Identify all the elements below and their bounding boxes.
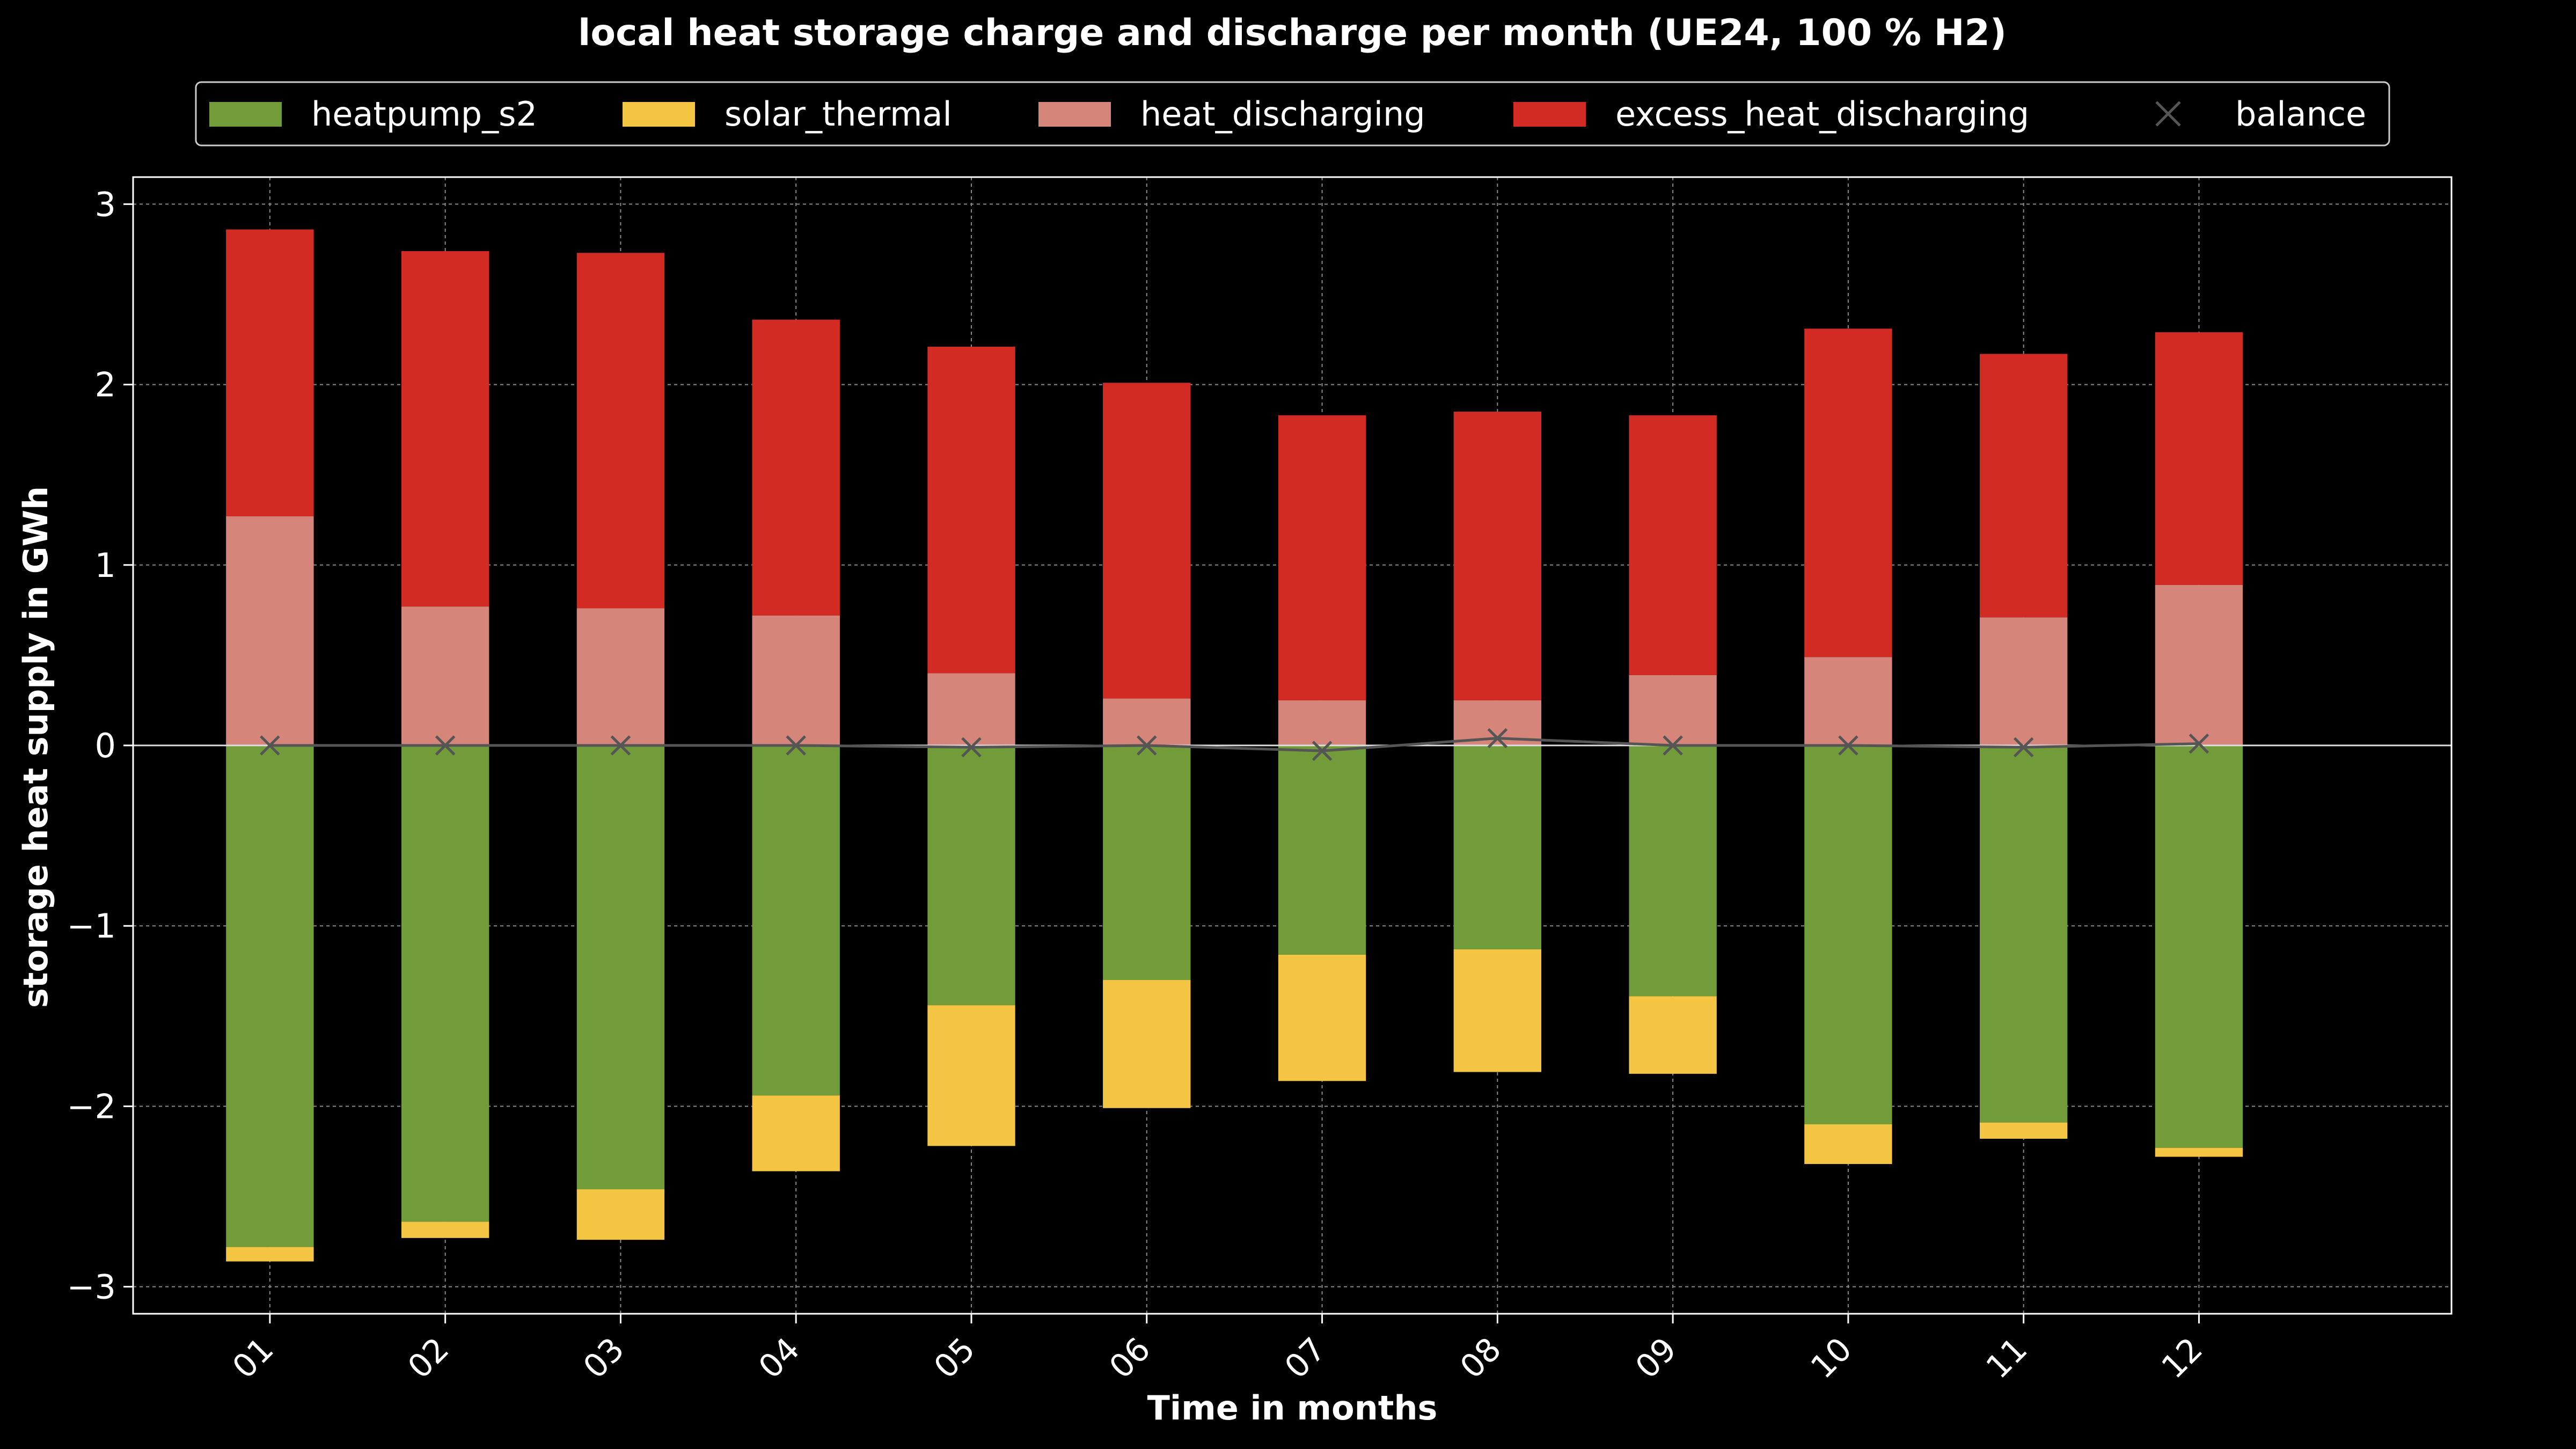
bar-excess-heat-discharging (2155, 332, 2243, 585)
legend-label: balance (2235, 94, 2366, 134)
y-tick-label: 3 (95, 185, 116, 224)
bar-heatpump-s2 (1103, 745, 1191, 980)
balance-marker (2189, 733, 2209, 754)
bar-heat-discharging (1979, 617, 2068, 745)
bar-heatpump-s2 (576, 745, 665, 1190)
bar-heat-discharging (576, 608, 665, 745)
balance-marker (1838, 735, 1858, 756)
bar-excess-heat-discharging (752, 319, 840, 616)
bar-heatpump-s2 (1979, 745, 2068, 1123)
bar-solar-thermal (226, 1247, 314, 1262)
bar-excess-heat-discharging (576, 253, 665, 609)
legend-swatch (1038, 102, 1111, 127)
bar-heatpump-s2 (226, 745, 314, 1247)
bar-heat-discharging (2155, 584, 2243, 745)
legend-swatch (2155, 101, 2181, 127)
bar-excess-heat-discharging (1278, 415, 1366, 700)
balance-marker (961, 737, 982, 758)
balance-marker (1312, 741, 1333, 761)
y-axis-label: storage heat supply in GWh (16, 486, 55, 1008)
balance-marker (1487, 728, 1508, 749)
bar-heat-discharging (1103, 698, 1191, 745)
legend-label: solar_thermal (724, 94, 952, 134)
bar-solar-thermal (1103, 980, 1191, 1108)
bar-heat-discharging (927, 673, 1015, 745)
y-tick-label: 0 (95, 726, 116, 765)
legend-swatch (1513, 102, 1586, 127)
bar-excess-heat-discharging (401, 251, 489, 607)
bar-excess-heat-discharging (927, 347, 1015, 674)
bar-heat-discharging (401, 606, 489, 745)
balance-marker (786, 735, 806, 756)
legend-swatch (623, 102, 695, 127)
legend-item-heat-discharging: heat_discharging (1038, 94, 1425, 134)
bar-excess-heat-discharging (1804, 328, 1892, 657)
y-axis: 3 2 1 0 −1 −2 −3 (67, 185, 133, 1307)
balance-marker (2013, 737, 2034, 758)
bar-excess-heat-discharging (1629, 415, 1717, 675)
legend-swatch (209, 102, 282, 127)
bar-excess-heat-discharging (1453, 412, 1542, 700)
legend-label: heat_discharging (1140, 94, 1425, 134)
bar-excess-heat-discharging (1979, 354, 2068, 618)
bar-heatpump-s2 (927, 745, 1015, 1006)
bar-heatpump-s2 (1804, 745, 1892, 1124)
y-tick-label: −3 (67, 1268, 116, 1307)
bar-heatpump-s2 (1453, 745, 1542, 949)
bar-solar-thermal (1629, 996, 1717, 1074)
y-tick-label: 2 (95, 365, 116, 405)
legend-item-balance: balance (2155, 94, 2366, 134)
bars (226, 229, 2243, 1262)
bar-excess-heat-discharging (1103, 383, 1191, 699)
bar-solar-thermal (1804, 1124, 1892, 1164)
legend-item-solar-thermal: solar_thermal (623, 94, 952, 134)
legend: heatpump_s2 solar_thermal heat_discharging… (195, 81, 2390, 147)
legend-frame (195, 81, 2390, 147)
balance-marker (1137, 735, 1157, 756)
bar-solar-thermal (1278, 954, 1366, 1081)
y-tick-label: −2 (67, 1087, 116, 1126)
legend-label: heatpump_s2 (311, 94, 537, 134)
bar-heat-discharging (1629, 675, 1717, 745)
bar-solar-thermal (401, 1221, 489, 1238)
bar-heat-discharging (226, 516, 314, 745)
bar-heat-discharging (1278, 700, 1366, 745)
bar-solar-thermal (576, 1189, 665, 1240)
y-tick-label: −1 (67, 906, 116, 946)
chart-title: local heat storage charge and discharge … (578, 12, 2007, 54)
bar-excess-heat-discharging (226, 229, 314, 517)
bar-solar-thermal (1453, 949, 1542, 1072)
legend-label: excess_heat_discharging (1615, 94, 2029, 134)
bar-heat-discharging (1804, 657, 1892, 745)
bar-heatpump-s2 (1278, 745, 1366, 955)
bar-heatpump-s2 (401, 745, 489, 1222)
bar-heat-discharging (752, 615, 840, 745)
bar-solar-thermal (1979, 1122, 2068, 1139)
legend-item-excess-heat-discharging: excess_heat_discharging (1513, 94, 2029, 134)
bar-heatpump-s2 (752, 745, 840, 1096)
balance-series (260, 728, 2209, 761)
y-tick-label: 1 (95, 546, 116, 585)
legend-item-heatpump-s2: heatpump_s2 (209, 94, 537, 134)
bar-heatpump-s2 (1629, 745, 1717, 997)
balance-marker (435, 735, 456, 756)
bar-solar-thermal (2155, 1147, 2243, 1157)
bar-solar-thermal (927, 1005, 1015, 1146)
balance-marker (260, 735, 280, 756)
x-axis-label: Time in months (1147, 1388, 1438, 1428)
bar-heatpump-s2 (2155, 745, 2243, 1148)
balance-line (269, 737, 2199, 752)
balance-marker (610, 735, 631, 756)
balance-marker (1663, 735, 1683, 756)
bar-solar-thermal (752, 1095, 840, 1172)
